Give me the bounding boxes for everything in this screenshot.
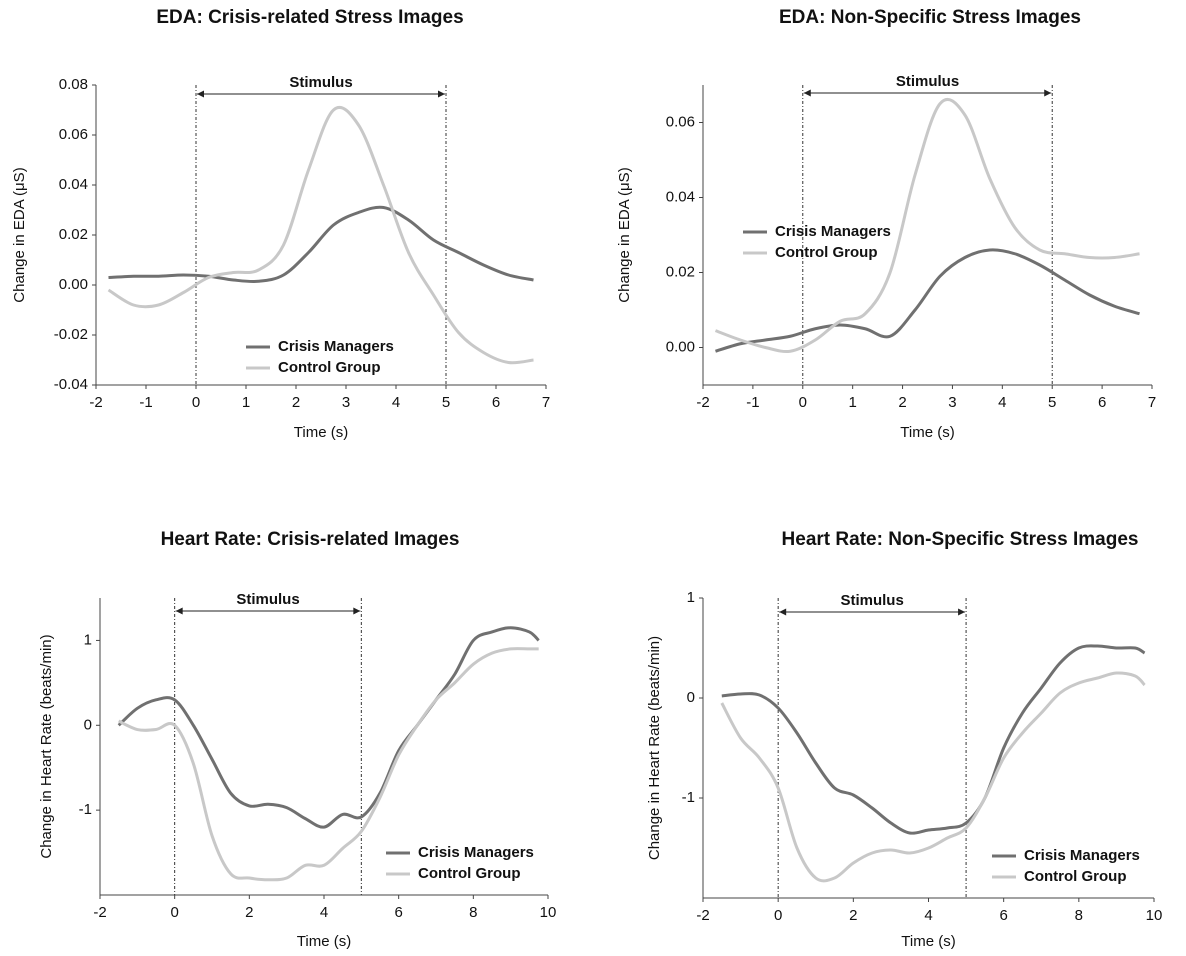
x-tick-label: 6 xyxy=(999,907,1007,924)
x-tick-label: 3 xyxy=(342,394,350,411)
chart-title: Heart Rate: Non-Specific Stress Images xyxy=(782,529,1139,550)
y-tick-label: 0.06 xyxy=(59,126,88,143)
x-tick-label: 1 xyxy=(848,394,856,411)
x-tick-label: 0 xyxy=(192,394,200,411)
y-tick-label: -0.02 xyxy=(54,326,88,343)
y-tick-label: 0.04 xyxy=(666,188,695,205)
x-tick-label: 2 xyxy=(898,394,906,411)
y-tick-label: 0.02 xyxy=(59,226,88,243)
x-axis-label: Time (s) xyxy=(297,933,351,950)
chart-title: Heart Rate: Crisis-related Images xyxy=(161,529,460,550)
y-axis-label: Change in Heart Rate (beats/min) xyxy=(646,636,663,860)
x-tick-label: -1 xyxy=(746,394,759,411)
y-tick-label: 0.02 xyxy=(666,263,695,280)
x-tick-label: 8 xyxy=(469,904,477,921)
x-tick-label: 10 xyxy=(1146,907,1163,924)
x-tick-label: -2 xyxy=(93,904,106,921)
stimulus-label: Stimulus xyxy=(896,73,959,90)
y-tick-label: 0 xyxy=(84,716,92,733)
y-axis-label: Change in EDA (μS) xyxy=(11,167,28,302)
series-line xyxy=(107,105,534,365)
x-tick-label: -2 xyxy=(89,394,102,411)
series-line xyxy=(715,248,1140,353)
legend-label: Crisis Managers xyxy=(278,338,394,355)
y-tick-label: 0.00 xyxy=(59,276,88,293)
y-tick-label: 0.00 xyxy=(666,338,695,355)
x-tick-label: 10 xyxy=(540,904,557,921)
x-tick-label: 8 xyxy=(1075,907,1083,924)
y-tick-label: 1 xyxy=(84,631,92,648)
x-axis-label: Time (s) xyxy=(901,933,955,950)
x-tick-label: 2 xyxy=(849,907,857,924)
x-tick-label: -2 xyxy=(696,907,709,924)
stimulus-label: Stimulus xyxy=(289,74,352,91)
x-tick-label: 7 xyxy=(542,394,550,411)
stimulus-label: Stimulus xyxy=(840,592,903,609)
y-tick-label: -1 xyxy=(79,801,92,818)
y-axis-label: Change in Heart Rate (beats/min) xyxy=(38,634,55,858)
legend-label: Control Group xyxy=(418,865,520,882)
y-tick-label: 0.06 xyxy=(666,113,695,130)
x-tick-label: 0 xyxy=(170,904,178,921)
y-tick-label: 0.08 xyxy=(59,76,88,93)
x-tick-label: 3 xyxy=(948,394,956,411)
x-tick-label: 0 xyxy=(799,394,807,411)
legend-label: Control Group xyxy=(1024,868,1126,885)
x-tick-label: 6 xyxy=(1098,394,1106,411)
x-tick-label: 4 xyxy=(998,394,1006,411)
x-tick-label: 0 xyxy=(774,907,782,924)
x-axis-label: Time (s) xyxy=(294,424,348,441)
series-line xyxy=(118,647,539,882)
series-line xyxy=(117,626,540,829)
x-tick-label: 6 xyxy=(394,904,402,921)
series-line xyxy=(720,671,1146,883)
x-tick-label: -2 xyxy=(696,394,709,411)
x-tick-label: -1 xyxy=(139,394,152,411)
x-axis-label: Time (s) xyxy=(900,424,954,441)
x-tick-label: 4 xyxy=(924,907,932,924)
y-axis-label: Change in EDA (μS) xyxy=(616,167,633,302)
x-tick-label: 1 xyxy=(242,394,250,411)
x-tick-label: 2 xyxy=(292,394,300,411)
x-tick-label: 7 xyxy=(1148,394,1156,411)
series-line xyxy=(721,644,1146,835)
y-tick-label: -1 xyxy=(682,789,695,806)
x-tick-label: 6 xyxy=(492,394,500,411)
y-tick-label: 0 xyxy=(687,689,695,706)
chart-title: EDA: Crisis-related Stress Images xyxy=(156,7,463,28)
y-tick-label: 0.04 xyxy=(59,176,88,193)
chart-title: EDA: Non-Specific Stress Images xyxy=(779,7,1081,28)
legend-label: Crisis Managers xyxy=(1024,847,1140,864)
series-line xyxy=(108,205,534,284)
series-line xyxy=(714,98,1140,354)
x-tick-label: 5 xyxy=(1048,394,1056,411)
legend-label: Control Group xyxy=(278,359,380,376)
x-tick-label: 2 xyxy=(245,904,253,921)
x-tick-label: 4 xyxy=(320,904,328,921)
y-tick-label: 1 xyxy=(687,589,695,606)
stimulus-label: Stimulus xyxy=(236,591,299,608)
legend-label: Crisis Managers xyxy=(775,223,891,240)
y-tick-label: -0.04 xyxy=(54,376,88,393)
x-tick-label: 4 xyxy=(392,394,400,411)
x-tick-label: 5 xyxy=(442,394,450,411)
legend-label: Control Group xyxy=(775,244,877,261)
legend-label: Crisis Managers xyxy=(418,844,534,861)
